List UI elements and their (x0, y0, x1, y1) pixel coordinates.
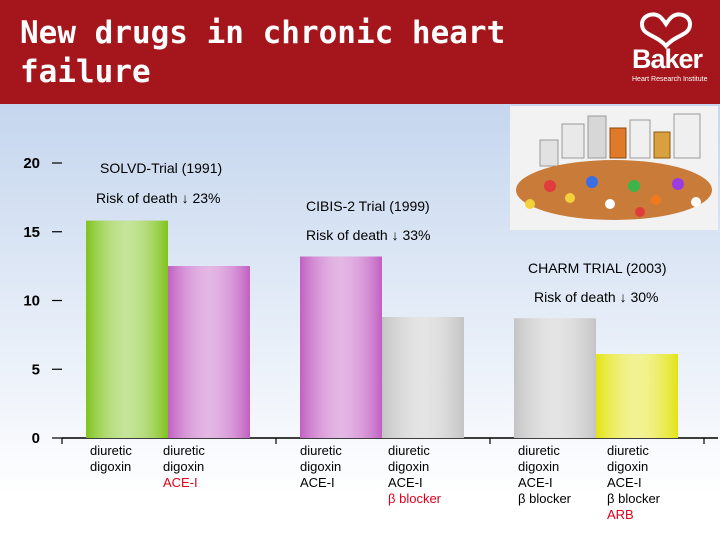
x-category-line: diuretic (388, 443, 430, 458)
bar-shading (596, 354, 678, 438)
x-category-line: β blocker (388, 491, 441, 506)
bar-shading (382, 317, 464, 438)
x-category-label: diuretic digoxin ACE-I β blocker (518, 443, 571, 507)
heart-icon (639, 12, 693, 50)
x-category-line: diuretic (518, 443, 560, 458)
x-category-line: β blocker (518, 491, 571, 506)
cibis-risk-label: Risk of death ↓ 33% (306, 227, 431, 243)
bar-shading (300, 256, 382, 438)
x-category-line: diuretic (607, 443, 649, 458)
x-category-line: ACE-I (518, 475, 553, 490)
x-category-line: digoxin (90, 459, 132, 474)
charm-risk-label: Risk of death ↓ 30% (534, 289, 659, 305)
cibis-trial-label: CIBIS-2 Trial (1999) (306, 198, 430, 214)
logo-subtitle: Heart Research Institute (632, 76, 708, 83)
bar-shading (514, 318, 596, 438)
x-category-label: diuretic digoxin ACE-I β blocker (388, 443, 441, 507)
x-category-line: ACE-I (300, 475, 335, 490)
x-category-line: β blocker (607, 491, 660, 506)
logo-name: Baker (632, 44, 703, 74)
x-category-label: diuretic digoxin ACE-I β blocker ARB (607, 443, 660, 523)
x-category-line: ARB (607, 507, 634, 522)
y-tick-label: 20 (23, 155, 40, 172)
header-bar: New drugs in chronic heart failure Baker… (0, 0, 720, 104)
x-category-line: digoxin (607, 459, 649, 474)
x-category-line: ACE-I (607, 475, 642, 490)
y-tick-label: 0 (32, 430, 40, 447)
bar-shading (86, 220, 168, 438)
x-category-line: diuretic (90, 443, 132, 458)
x-category-line: digoxin (300, 459, 342, 474)
x-category-line: digoxin (388, 459, 430, 474)
x-category-label: diuretic digoxin ACE-I (163, 443, 205, 491)
x-category-label: diuretic digoxin ACE-I (300, 443, 342, 491)
charm-trial-label: CHARM TRIAL (2003) (528, 260, 667, 276)
x-category-label: diuretic digoxin (90, 443, 132, 475)
x-category-line: diuretic (300, 443, 342, 458)
y-tick-label: 5 (32, 361, 40, 378)
y-tick-label: 15 (23, 224, 40, 241)
solvd-risk-label: Risk of death ↓ 23% (96, 190, 221, 206)
x-category-line: digoxin (163, 459, 205, 474)
x-category-line: digoxin (518, 459, 560, 474)
bar-shading (168, 266, 250, 438)
x-category-line: diuretic (163, 443, 205, 458)
x-category-line: ACE-I (388, 475, 423, 490)
slide-title: New drugs in chronic heart failure (20, 15, 506, 90)
y-tick-label: 10 (23, 293, 40, 310)
x-category-line: ACE-I (163, 475, 198, 490)
pills-icon (510, 106, 718, 230)
solvd-trial-label: SOLVD-Trial (1991) (100, 160, 223, 176)
